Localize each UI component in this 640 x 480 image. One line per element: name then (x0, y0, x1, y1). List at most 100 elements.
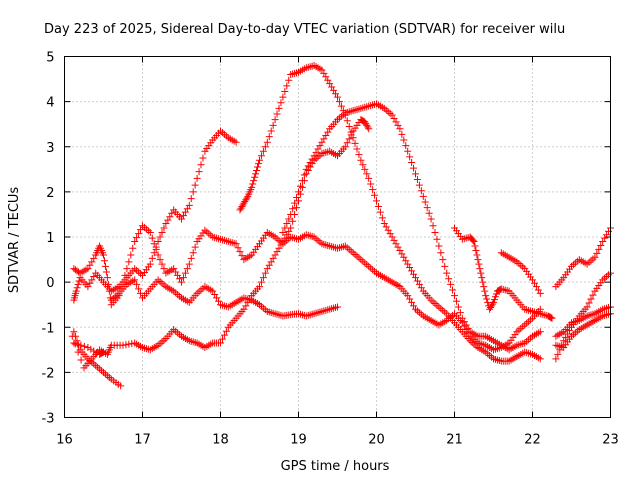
data-point (355, 151, 363, 159)
data-point (179, 274, 187, 282)
data-point (443, 269, 451, 277)
data-point (103, 274, 111, 282)
data-point (178, 278, 185, 286)
data-point (234, 244, 242, 252)
data-point (77, 341, 85, 349)
data-point (68, 332, 76, 340)
data-point (70, 328, 78, 336)
data-point (250, 177, 258, 185)
y-tick-label: 3 (46, 141, 54, 156)
data-point (75, 277, 83, 285)
data-point (265, 133, 273, 141)
data-point (587, 295, 595, 303)
data-point (257, 152, 265, 160)
data-point (353, 145, 361, 153)
data-point (121, 271, 129, 279)
series-pass-l (552, 269, 614, 363)
data-point (256, 156, 263, 164)
data-point (185, 260, 193, 268)
data-point (402, 142, 410, 150)
x-axis-title: GPS time / hours (281, 459, 390, 474)
x-tick-label: 16 (56, 433, 73, 448)
data-point (158, 260, 166, 268)
data-point (261, 143, 269, 151)
data-point (398, 130, 406, 138)
data-point (259, 147, 267, 155)
data-point (160, 224, 168, 232)
data-point (472, 247, 480, 255)
data-point (347, 128, 355, 136)
series-pass-d (70, 127, 240, 304)
data-point (181, 269, 189, 277)
data-point (137, 226, 145, 234)
data-point (473, 251, 481, 259)
y-tick-label: 5 (46, 51, 54, 66)
data-point (70, 339, 78, 347)
data-point (135, 285, 143, 293)
data-point (285, 215, 293, 223)
data-point (251, 173, 259, 181)
data-point (271, 116, 279, 124)
data-point (475, 260, 483, 268)
data-point (257, 278, 265, 286)
y-tick-label: -3 (42, 412, 55, 427)
data-point (361, 165, 369, 173)
data-point (281, 224, 289, 232)
data-point (232, 240, 240, 248)
data-point (334, 93, 341, 101)
data-point (197, 161, 205, 169)
data-point (127, 251, 135, 259)
data-point (583, 303, 591, 311)
data-point (77, 356, 85, 364)
data-point (483, 295, 491, 303)
data-point (185, 201, 193, 209)
data-point (102, 268, 110, 276)
data-point (80, 342, 88, 350)
data-point (269, 121, 277, 129)
series-pass-h (279, 100, 544, 354)
data-point (217, 339, 224, 347)
data-point (191, 243, 199, 251)
data-point (187, 254, 195, 262)
data-point (421, 198, 429, 206)
data-point (470, 238, 478, 246)
data-point (433, 235, 441, 243)
data-point (476, 265, 484, 273)
data-point (249, 180, 257, 188)
y-tick-label: 4 (46, 96, 54, 111)
data-series (68, 62, 614, 390)
data-point (73, 340, 81, 348)
data-point (148, 234, 156, 242)
data-point (373, 197, 380, 205)
data-point (471, 242, 479, 250)
data-point (376, 208, 384, 216)
series-pass-b (68, 116, 373, 372)
data-point (293, 194, 301, 202)
data-point (477, 269, 485, 277)
data-point (413, 175, 421, 183)
series-pass-k (552, 224, 614, 291)
data-point (478, 274, 486, 282)
data-point (364, 123, 372, 131)
data-point (548, 314, 556, 322)
data-point (341, 143, 349, 151)
data-point (289, 217, 297, 225)
data-point (84, 344, 92, 352)
grid (64, 56, 611, 418)
data-point (378, 214, 386, 222)
data-point (125, 340, 133, 348)
data-point (552, 341, 560, 349)
data-point (279, 93, 287, 101)
data-point (345, 135, 353, 143)
data-point (365, 174, 373, 182)
data-point (222, 327, 230, 335)
data-point (156, 233, 164, 241)
data-point (415, 181, 423, 189)
data-point (72, 287, 80, 295)
data-point (595, 245, 603, 253)
data-point (146, 260, 154, 268)
chart-title: Day 223 of 2025, Sidereal Day-to-day VTE… (44, 22, 565, 37)
data-point (585, 299, 593, 307)
data-point (117, 382, 125, 390)
